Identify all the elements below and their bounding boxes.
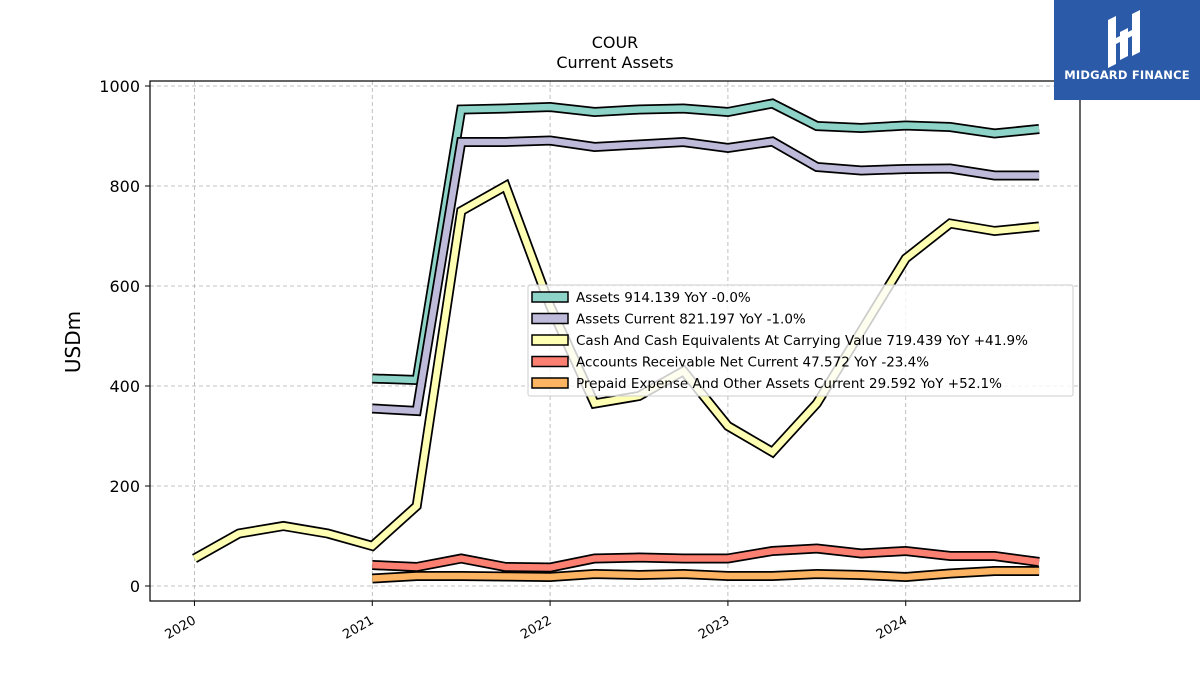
series-line [372,567,1040,582]
series-line [192,181,1040,562]
legend-swatch [531,291,569,303]
y-tick-label: 600 [109,277,140,296]
y-tick-label: 1000 [99,77,140,96]
x-tick-label: 2023 [696,613,732,643]
legend-label: Assets 914.139 YoY -0.0% [576,290,751,306]
legend-swatch [531,334,569,346]
x-tick-label: 2021 [340,613,376,643]
legend-swatch [531,377,569,389]
legend-label: Prepaid Expense And Other Assets Current… [576,376,1002,392]
legend: Assets 914.139 YoY -0.0% Assets Current 8… [527,284,1074,397]
brand-logo: MIDGARD FINANCE [1054,0,1200,100]
y-tick-label: 0 [130,577,140,596]
chart-subtitle: Current Assets [556,53,673,72]
legend-label: Cash And Cash Equivalents At Carrying Va… [576,333,1028,349]
series-line [372,100,1040,384]
y-tick-label: 200 [109,477,140,496]
brand-mark-icon [1108,10,1140,68]
y-tick-label: 800 [109,177,140,196]
legend-swatch [531,355,569,368]
legend-label: Assets Current 821.197 YoY -1.0% [576,312,806,328]
x-tick-label: 2020 [163,613,199,643]
y-axis-label: USDm [61,311,85,373]
series-line [372,137,1040,415]
plot-frame [149,80,1081,602]
series-line [372,545,1040,571]
legend-label: Accounts Receivable Net Current 47.572 Y… [576,355,929,371]
legend-swatch [531,312,569,325]
x-tick-label: 2024 [874,613,910,643]
brand-name: MIDGARD FINANCE [1064,68,1190,82]
series-group [192,98,1040,584]
legend-box [527,284,1074,397]
x-tick-label: 2022 [518,613,554,643]
chart-title: COUR [592,33,639,52]
y-tick-label: 400 [109,377,140,396]
